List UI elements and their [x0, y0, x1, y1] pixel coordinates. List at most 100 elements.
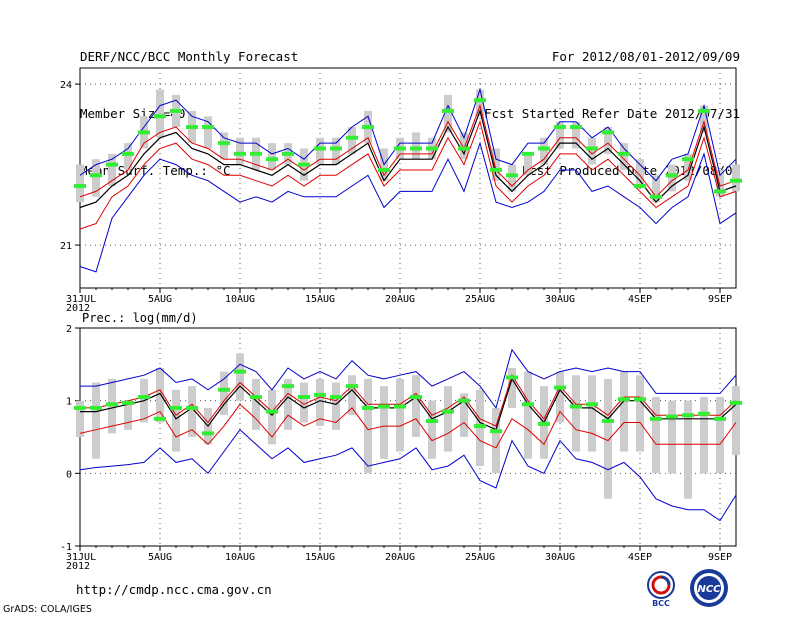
precipitation-observed-mark	[346, 384, 358, 389]
precipitation-observed-mark	[282, 384, 294, 389]
bcc-logo-text: BCC	[652, 599, 670, 608]
precipitation-observed-mark	[458, 398, 470, 403]
precipitation-observed-mark	[714, 416, 726, 421]
precipitation-spread-box	[380, 386, 388, 459]
temperature-observed-mark	[378, 167, 390, 172]
precipitation-y-tick-label: 0	[66, 469, 72, 480]
temperature-series-max	[79, 87, 737, 182]
precipitation-observed-mark	[378, 404, 390, 409]
precipitation-spread-box	[124, 400, 132, 430]
temperature-series-min	[79, 141, 737, 273]
temperature-spread-box	[524, 153, 532, 176]
temperature-spread-box	[668, 164, 676, 192]
ncc-logo-text: NCC	[697, 584, 721, 595]
precipitation-observed-mark	[90, 405, 102, 410]
precipitation-spread-box	[268, 389, 276, 445]
precipitation-observed-mark	[314, 392, 326, 397]
temperature-observed-mark	[186, 125, 198, 130]
precipitation-observed-mark	[570, 404, 582, 409]
precipitation-observed-mark	[442, 409, 454, 414]
precipitation-x-tick-label: 10AUG	[225, 552, 255, 563]
precipitation-observed-mark	[170, 405, 182, 410]
precipitation-spread-box	[252, 378, 260, 430]
temperature-spread-box	[92, 159, 100, 197]
temperature-observed-mark	[410, 146, 422, 151]
precipitation-observed-mark	[186, 405, 198, 410]
temperature-spread-box	[508, 164, 516, 192]
precipitation-series-max	[80, 348, 737, 410]
precipitation-spread-box	[556, 371, 564, 423]
temperature-observed-mark	[266, 157, 278, 162]
precipitation-observed-mark	[106, 402, 118, 407]
precipitation-spread-box	[620, 371, 628, 452]
temperature-spread-box	[556, 121, 564, 149]
temperature-observed-mark	[458, 146, 470, 151]
precipitation-spread-box	[460, 393, 468, 437]
precipitation-observed-mark	[698, 411, 710, 416]
temperature-observed-mark	[522, 151, 534, 156]
temperature-spread-box	[268, 143, 276, 170]
temperature-x-tick-label: 9SEP	[708, 294, 732, 305]
temperature-x-tick-label: 20AUG	[385, 294, 415, 305]
precipitation-spread-box	[524, 371, 532, 459]
precipitation-spread-box	[316, 378, 324, 427]
precipitation-observed-mark	[618, 397, 630, 402]
temperature-observed-mark	[74, 184, 86, 189]
temperature-observed-mark	[218, 141, 230, 146]
temperature-spread-box	[460, 132, 468, 160]
precipitation-observed-mark	[554, 385, 566, 390]
temperature-observed-mark	[442, 108, 454, 113]
precipitation-spread-box	[332, 382, 340, 430]
precipitation-spread-box	[220, 371, 228, 416]
temperature-spread-box	[236, 137, 244, 165]
chart-title: DERF/NCC/BCC Monthly Forecast	[80, 49, 299, 64]
temperature-spread-box	[332, 137, 340, 165]
precipitation-spread-box	[188, 386, 196, 437]
temperature-y-tick-label: 21	[60, 241, 72, 252]
precipitation-series-lower	[79, 403, 737, 449]
precipitation-x-tick-label: 20AUG	[385, 552, 415, 563]
temperature-observed-mark	[154, 114, 166, 119]
temperature-observed-mark	[330, 146, 342, 151]
precipitation-observed-mark	[538, 421, 550, 426]
precipitation-observed-mark	[202, 431, 214, 436]
precipitation-spread-box	[684, 400, 692, 499]
precipitation-observed-mark	[426, 419, 438, 424]
precipitation-observed-mark	[234, 369, 246, 374]
temperature-observed-mark	[250, 151, 262, 156]
precipitation-x-tick-label: 25AUG	[465, 552, 495, 563]
precipitation-spread-box	[76, 400, 84, 437]
temperature-spread-box	[652, 175, 660, 203]
temperature-observed-mark	[602, 130, 614, 135]
precipitation-x-tick-label: 4SEP	[628, 552, 652, 563]
temperature-spread-box	[572, 121, 580, 149]
precipitation-observed-mark	[218, 387, 230, 392]
temperature-observed-mark	[138, 130, 150, 135]
precipitation-observed-mark	[138, 395, 150, 400]
temperature-observed-mark	[298, 162, 310, 167]
temperature-spread-box	[156, 89, 164, 138]
temperature-observed-mark	[634, 184, 646, 189]
temperature-x-tick-label: 10AUG	[225, 294, 255, 305]
temperature-spread-box	[636, 159, 644, 187]
temperature-spread-box	[492, 148, 500, 181]
source-url[interactable]: http://cmdp.ncc.cma.gov.cn	[76, 582, 272, 597]
precipitation-y-tick-label: -1	[60, 542, 72, 553]
precipitation-spread-box	[412, 375, 420, 437]
precipitation-spread-box	[700, 397, 708, 474]
precipitation-spread-box	[636, 375, 644, 452]
temperature-spread-box	[204, 116, 212, 149]
temperature-spread-box	[412, 132, 420, 160]
precipitation-observed-mark	[602, 419, 614, 424]
temperature-observed-mark	[234, 151, 246, 156]
temperature-x-tick-label: 30AUG	[545, 294, 575, 305]
precipitation-spread-box	[604, 378, 612, 499]
temperature-observed-mark	[682, 157, 694, 162]
temperature-spread-box	[348, 127, 356, 154]
temperature-observed-mark	[346, 135, 358, 140]
bcc-logo: BCC	[647, 571, 675, 608]
temperature-x-tick-label: 31JUL	[66, 294, 96, 305]
precipitation-x-tick-label: 31JUL	[66, 552, 96, 563]
temperature-observed-mark	[714, 189, 726, 194]
